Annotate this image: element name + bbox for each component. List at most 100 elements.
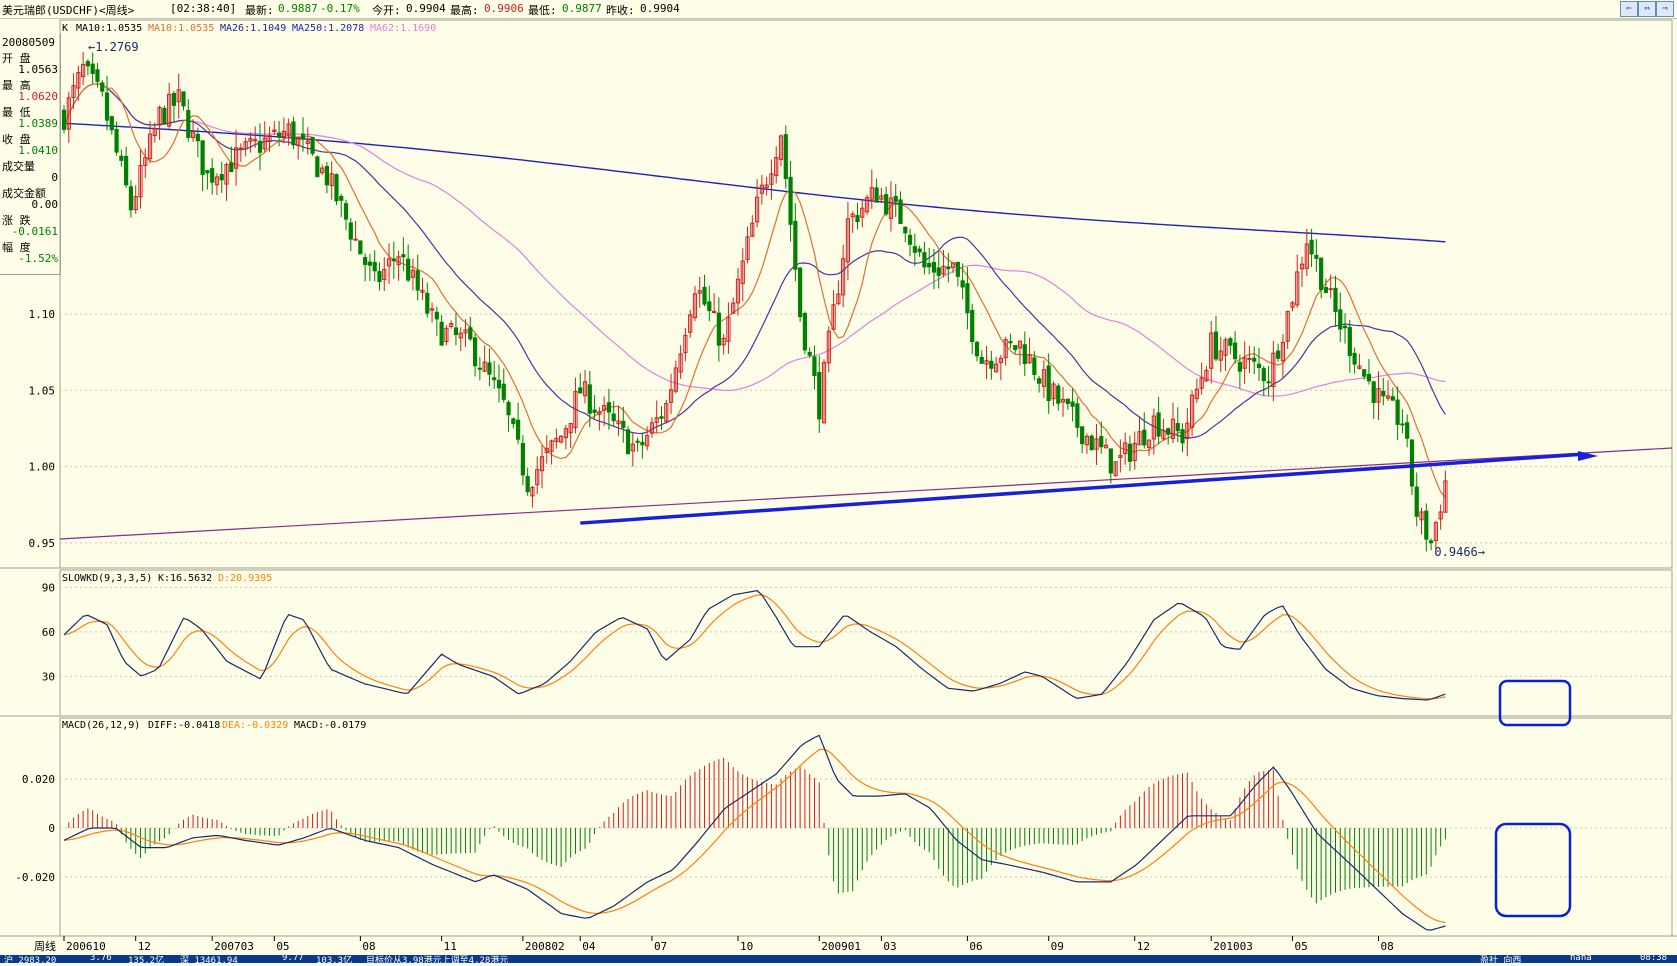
candle-body <box>147 133 153 160</box>
kd-title: SLOWKD(9,3,3,5) <box>62 573 152 584</box>
kd-k-value: K:16.5632 <box>158 573 212 584</box>
candle-body <box>233 147 239 169</box>
xtick-label: 06 <box>969 940 982 953</box>
candle-body <box>635 440 640 443</box>
candle-body <box>449 323 454 327</box>
candle-body <box>1276 350 1281 359</box>
candle-body <box>506 401 511 416</box>
candle-body <box>1127 443 1133 462</box>
status-clock: 08:38 <box>1640 953 1668 963</box>
candle-body <box>386 258 392 267</box>
info-low-label: 最 低 <box>2 106 31 119</box>
ytick-price: 1.10 <box>29 308 56 321</box>
candle-body <box>224 164 229 185</box>
candle-body <box>1008 341 1013 344</box>
xtick-label: 11 <box>444 940 457 953</box>
candle-body <box>974 341 980 357</box>
candle-body <box>692 293 698 319</box>
info-chg: -0.0161 <box>11 225 58 238</box>
candle-body <box>1017 340 1023 349</box>
candle-body <box>1223 339 1228 356</box>
candle-body <box>1075 403 1080 428</box>
candle-body <box>659 416 664 419</box>
candle-body <box>367 261 373 266</box>
candle-body <box>210 168 215 183</box>
candle-body <box>425 292 430 314</box>
info-high-label: 最 高 <box>2 79 31 92</box>
open-label: 今开: <box>372 4 401 17</box>
xtick-label: 08 <box>1381 940 1394 953</box>
candle-body <box>955 261 960 277</box>
candle-body <box>616 420 621 425</box>
candle-body <box>463 329 468 334</box>
ma10-line <box>63 83 1446 498</box>
candle-body <box>554 438 559 442</box>
min-price-label: 0.9466→ <box>1434 545 1485 559</box>
max-price-label: ←1.2769 <box>88 40 139 54</box>
forward-icon[interactable]: ⇒ <box>1656 1 1674 17</box>
info-chg-label: 涨 跌 <box>2 214 31 227</box>
candle-body <box>487 362 492 375</box>
trendline <box>580 451 1598 525</box>
candle-body <box>755 196 760 223</box>
info-amt: 0.00 <box>31 198 59 211</box>
macd-value: MACD:-0.0179 <box>294 720 366 731</box>
restore-icon[interactable]: ⇐ <box>1620 1 1638 17</box>
candle-body <box>1438 511 1443 520</box>
candle-body <box>61 109 67 130</box>
candle-body <box>401 254 406 258</box>
status-sz-chg: 9.77 <box>282 953 304 963</box>
candle-body <box>124 155 129 186</box>
candle-body <box>1218 350 1223 361</box>
candle-body <box>950 262 956 269</box>
candle-body <box>774 157 779 177</box>
kd-d-line <box>63 594 1446 700</box>
candle-body <box>281 130 286 138</box>
candle-body <box>219 174 224 181</box>
candle-body <box>95 69 100 82</box>
candle-body <box>238 147 243 150</box>
candle-body <box>903 226 908 234</box>
xtick-label: 200901 <box>821 940 861 953</box>
candle-body <box>1166 428 1171 435</box>
info-high: 1.0620 <box>18 90 58 103</box>
candle-body <box>884 194 889 215</box>
candle-body <box>874 187 879 203</box>
candle-body <box>329 173 334 187</box>
candle-body <box>702 286 707 305</box>
candle-body <box>315 156 320 178</box>
xtick-label: 200802 <box>525 940 565 953</box>
status-news[interactable]: 目标价从3.98港元上调至4.28港元 <box>366 956 509 966</box>
candle-body <box>817 372 822 420</box>
candle-body <box>1419 511 1424 521</box>
xtick-label: 201003 <box>1213 940 1253 953</box>
candle-body <box>1252 357 1257 362</box>
candle-body <box>1065 398 1070 405</box>
kd-k-line <box>63 590 1446 701</box>
candle-body <box>998 357 1003 364</box>
candle-body <box>205 170 210 174</box>
candle-body <box>1333 287 1338 312</box>
expand-icon[interactable]: ⇔ <box>1638 1 1656 17</box>
low-price: 0.9877 <box>562 2 602 15</box>
candle-body <box>1189 394 1195 428</box>
candle-body <box>1051 383 1056 400</box>
candle-body <box>927 262 932 268</box>
candle-body <box>167 93 172 127</box>
candle-body <box>907 234 913 245</box>
candle-body <box>501 383 506 400</box>
candle-body <box>1323 287 1329 294</box>
status-tab[interactable]: 盈社 向西 <box>1480 956 1522 966</box>
candle-body <box>214 176 220 186</box>
kd-highlight-box <box>1498 679 1572 727</box>
candle-body <box>1089 435 1094 451</box>
status-bar: 沪 2983.20 3.76 135.2亿 深 13461.94 9.77 10… <box>0 953 1677 966</box>
candle-body <box>114 129 119 153</box>
candle-body <box>664 403 669 422</box>
macd-diff-value: DIFF:-0.0418 <box>148 720 220 731</box>
candle-body <box>941 265 946 275</box>
candle-body <box>721 337 726 346</box>
info-close-label: 收 盘 <box>2 133 31 146</box>
candle-body <box>649 422 655 434</box>
